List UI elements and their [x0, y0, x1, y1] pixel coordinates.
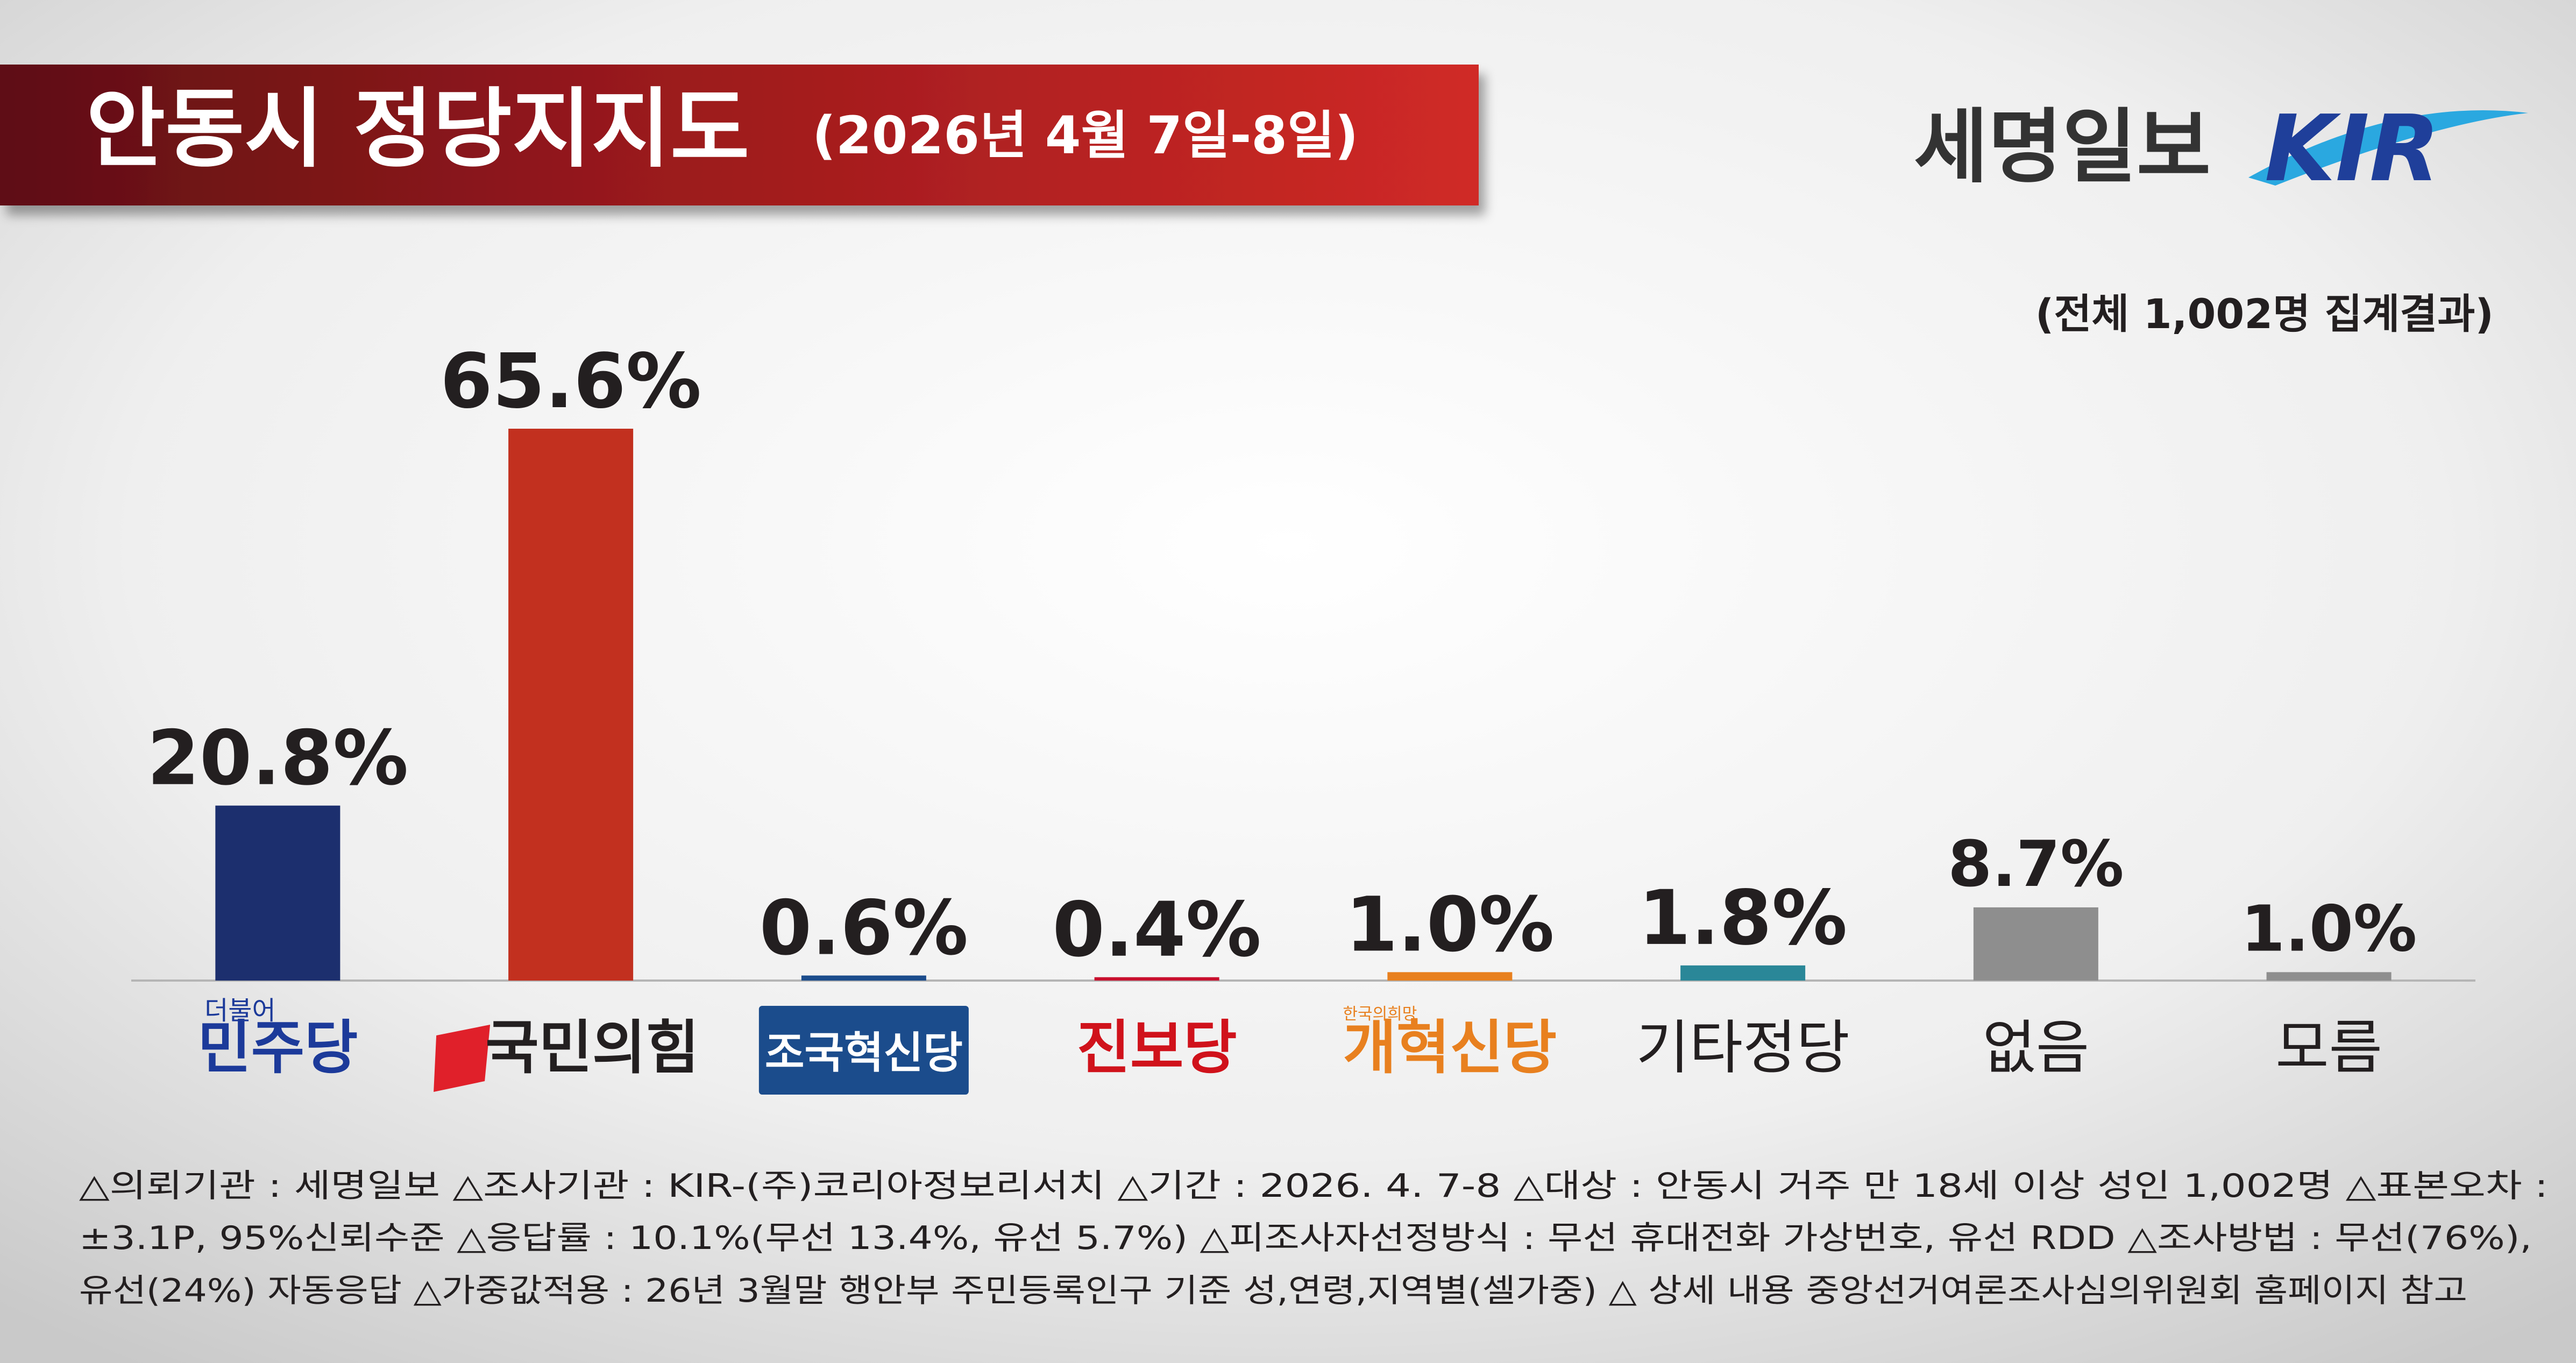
- sample-note: (전체 1,002명 집계결과): [2035, 290, 2494, 338]
- category-label: 민주당: [197, 1014, 358, 1082]
- logo-box: [758, 1006, 969, 1095]
- logo-tagline: 한국의희망: [1343, 1005, 1417, 1024]
- category-label: 개혁신당: [1343, 1014, 1557, 1082]
- bar: [801, 975, 926, 981]
- title-band: [0, 65, 1479, 205]
- subtitle: (2026년 4월 7일-8일): [812, 105, 1358, 166]
- bar: [1094, 977, 1219, 981]
- footnote: ±3.1P, 95%신뢰수준 △응답률 : 10.1%(무선 13.4%, 유선…: [79, 1219, 2532, 1257]
- logo: KIR: [2265, 96, 2440, 202]
- footnote: △의뢰기관 : 세명일보 △조사기관 : KIR-(주)코리아정보리서치 △기간…: [79, 1167, 2548, 1205]
- value-label: 65.6%: [440, 338, 701, 425]
- category-label: 조국혁신당: [765, 1028, 963, 1078]
- value-label: 0.6%: [760, 885, 968, 972]
- category-label: 모름: [2275, 1014, 2382, 1082]
- publisher: 세명일보: [1914, 101, 2211, 194]
- category-label: 기타정당: [1636, 1014, 1849, 1082]
- bar: [215, 805, 340, 981]
- logo-icon: [434, 1025, 491, 1092]
- logo-swoosh: [2248, 110, 2528, 186]
- value-label: 1.0%: [2241, 891, 2417, 966]
- bar: [2266, 972, 2392, 981]
- value-label: 8.7%: [1948, 827, 2124, 901]
- value-label: 0.4%: [1052, 886, 1261, 974]
- bar: [1973, 907, 2098, 981]
- category-label: 국민의힘: [485, 1014, 699, 1082]
- value-label: 1.0%: [1345, 881, 1554, 969]
- value-label: 1.8%: [1638, 875, 1847, 962]
- category-label: 없음: [1983, 1014, 2090, 1082]
- bar: [508, 429, 634, 981]
- value-label: 20.8%: [147, 715, 409, 803]
- logo-tagline: 더불어: [204, 996, 275, 1026]
- title: 안동시 정당지지도: [86, 79, 749, 179]
- bar: [1387, 972, 1513, 981]
- footnote: 유선(24%) 자동응답 △가중값적용 : 26년 3월말 행안부 주민등록인구…: [79, 1272, 2467, 1310]
- category-label: 진보당: [1077, 1014, 1237, 1082]
- bar: [1680, 965, 1806, 981]
